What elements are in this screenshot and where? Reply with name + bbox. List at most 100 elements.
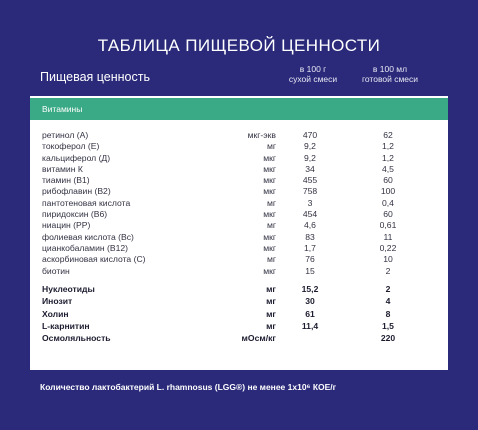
- vitamin-rows: ретинол (А) мкг-экв 470 62 токоферол (Е) мг 9,…: [30, 130, 448, 277]
- page-title: ТАБЛИЦА ПИЩЕВОЙ ЦЕННОСТИ: [97, 36, 381, 55]
- row-unit: мкг: [263, 209, 276, 220]
- row-value-prepared: 0,4: [382, 197, 394, 208]
- column-header-prepared: в 100 мл готовой смеси: [355, 64, 425, 84]
- row-value-dry: 11,4: [301, 321, 319, 332]
- row-value-prepared: 60: [383, 175, 393, 186]
- row-name: цианкобаламин (В12): [42, 242, 129, 253]
- row-name: L-карнитин: [42, 321, 90, 332]
- row-value-prepared: 8: [385, 308, 391, 319]
- row-name: рибофлавин (В2): [42, 186, 111, 197]
- row-unit: мг: [266, 254, 276, 265]
- row-value-dry: 61: [305, 308, 315, 319]
- row-value-prepared: 1,2: [382, 141, 394, 152]
- row-value-dry: 30: [305, 296, 315, 307]
- row-value-dry: 1,7: [304, 242, 316, 253]
- row-value-prepared: 2: [385, 265, 391, 276]
- table-row: аскорбиновая кислота (С) мг 76 10: [30, 254, 448, 265]
- row-value-prepared: 11: [383, 231, 393, 242]
- row-value-dry: 470: [302, 130, 318, 140]
- footnote: Количество лактобактерий L. rhamnosus (L…: [40, 382, 337, 392]
- row-unit: мкг: [263, 186, 276, 197]
- row-value-dry: 15: [305, 265, 315, 276]
- row-name: Инозит: [42, 296, 73, 307]
- row-name: кальциферол (Д): [42, 152, 111, 163]
- row-name: Нуклеотиды: [42, 283, 95, 294]
- row-value-dry: 9,2: [304, 152, 316, 163]
- row-value-prepared: 0,61: [379, 220, 397, 231]
- table-row: Осмоляльность мОсм/кг 220: [30, 332, 448, 344]
- row-unit: мг: [266, 321, 276, 332]
- other-rows: Нуклеотиды мг 15,2 2 Инозит мг 30 4 Холин мг 61 8 L-…: [30, 283, 448, 345]
- column-header-prepared-line1: в 100 мл: [372, 64, 408, 74]
- row-value-dry: 83: [305, 231, 315, 242]
- column-header-dry: в 100 г сухой смеси: [278, 64, 348, 84]
- table-row: витамин К мкг 34 4,5: [30, 164, 448, 175]
- row-value-prepared: 10: [383, 254, 393, 265]
- row-value-dry: 4,6: [304, 220, 316, 231]
- row-unit: мОсм/кг: [241, 333, 276, 344]
- row-name: биотин: [42, 265, 70, 276]
- table-row: пиридоксин (В6) мкг 454 60: [30, 209, 448, 220]
- row-value-prepared: 100: [380, 186, 396, 197]
- row-value-prepared: 60: [383, 209, 393, 220]
- row-value-prepared: 2: [385, 283, 391, 294]
- row-value-dry: 3: [307, 197, 313, 208]
- row-name: токоферол (Е): [42, 141, 100, 152]
- row-name: Холин: [42, 308, 69, 319]
- row-value-dry: 454: [302, 209, 318, 220]
- row-value-dry: 76: [305, 254, 315, 265]
- row-unit: мг: [266, 220, 276, 231]
- row-name: пантотеновая кислота: [42, 197, 131, 208]
- table-row: ретинол (А) мкг-экв 470 62: [30, 130, 448, 141]
- table-row: кальциферол (Д) мкг 9,2 1,2: [30, 153, 448, 164]
- row-unit: мкг: [263, 152, 276, 163]
- table-row: цианкобаламин (В12) мкг 1,7 0,22: [30, 243, 448, 254]
- nutrition-table: ретинол (А) мкг-экв 470 62 токоферол (Е) мг 9,…: [30, 130, 448, 345]
- column-header-prepared-line2: готовой смеси: [361, 74, 419, 84]
- row-name: Осмоляльность: [42, 333, 111, 344]
- row-value-prepared: 1,2: [382, 152, 394, 163]
- row-value-dry: 455: [302, 175, 318, 186]
- table-row: пантотеновая кислота мг 3 0,4: [30, 198, 448, 209]
- row-name: пиридоксин (В6): [42, 209, 108, 220]
- row-name: тиамин (В1): [42, 175, 90, 186]
- column-header-dry-line1: в 100 г: [299, 64, 327, 74]
- table-row: Нуклеотиды мг 15,2 2: [30, 283, 448, 295]
- table-row: Инозит мг 30 4: [30, 295, 448, 307]
- row-unit: мг: [266, 296, 276, 307]
- row-value-prepared: 62: [383, 130, 393, 140]
- row-unit: мкг-экв: [247, 130, 276, 140]
- row-value-dry: 9,2: [304, 141, 316, 152]
- row-name: ниацин (РР): [42, 220, 91, 231]
- table-row: фолиевая кислота (Вс) мкг 83 11: [30, 232, 448, 243]
- row-unit: мкг: [263, 231, 276, 242]
- row-unit: мкг: [263, 163, 276, 174]
- nutrition-label: Пищевая ценность: [40, 70, 150, 84]
- table-row: L-карнитин мг 11,4 1,5: [30, 320, 448, 332]
- row-value-dry: 758: [302, 186, 318, 197]
- row-value-prepared: 4,5: [382, 163, 394, 174]
- row-value-dry: 34: [305, 163, 315, 174]
- row-name: аскорбиновая кислота (С): [42, 254, 146, 265]
- row-value-dry: 15,2: [301, 283, 319, 294]
- row-name: витамин К: [42, 163, 83, 174]
- row-value-prepared: 4: [385, 296, 391, 307]
- row-unit: мг: [266, 308, 276, 319]
- row-value-prepared: 1,5: [382, 321, 394, 332]
- row-unit: мг: [266, 141, 276, 152]
- row-unit: мг: [266, 283, 276, 294]
- row-unit: мкг: [263, 242, 276, 253]
- table-row: ниацин (РР) мг 4,6 0,61: [30, 220, 448, 231]
- section-header-vitamins: Витамины: [30, 98, 448, 120]
- table-row: Холин мг 61 8: [30, 308, 448, 320]
- table-row: биотин мкг 15 2: [30, 266, 448, 277]
- row-value-prepared: 0,22: [379, 242, 397, 253]
- column-header-dry-line2: сухой смеси: [288, 74, 338, 84]
- table-row: тиамин (В1) мкг 455 60: [30, 175, 448, 186]
- nutrition-table-card: [30, 96, 448, 370]
- row-name: фолиевая кислота (Вс): [42, 231, 134, 242]
- table-row: токоферол (Е) мг 9,2 1,2: [30, 141, 448, 152]
- row-unit: мкг: [263, 175, 276, 186]
- table-row: рибофлавин (В2) мкг 758 100: [30, 186, 448, 197]
- row-value-prepared: 220: [380, 333, 396, 344]
